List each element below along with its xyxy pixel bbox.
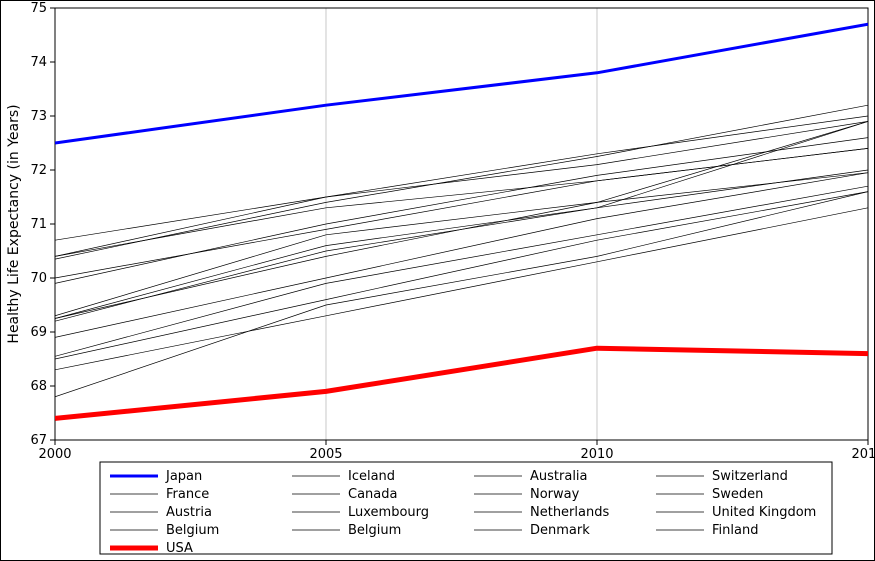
legend-label: Belgium xyxy=(348,523,401,538)
ytick-label: 68 xyxy=(30,379,47,394)
legend-label: Finland xyxy=(712,523,758,538)
ytick-label: 74 xyxy=(30,55,47,70)
legend-label: Sweden xyxy=(712,487,763,502)
legend-label: Norway xyxy=(530,487,580,502)
legend-label: Belgium xyxy=(166,523,219,538)
legend-label: Iceland xyxy=(348,469,395,484)
legend-label: France xyxy=(166,487,209,502)
xtick-label: 2000 xyxy=(38,447,71,462)
xtick-label: 2005 xyxy=(309,447,342,462)
ytick-label: 70 xyxy=(30,271,47,286)
xtick-label: 2010 xyxy=(580,447,613,462)
line-chart: 2000 2005 2010 2015 67 68 69 70 71 72 73 74 75 Health… xyxy=(0,0,875,561)
ytick-label: 71 xyxy=(30,217,47,232)
ytick-label: 75 xyxy=(30,1,47,16)
plot-area xyxy=(55,8,868,440)
legend-label: Japan xyxy=(165,469,202,484)
legend-label: Netherlands xyxy=(530,505,609,520)
ytick-label: 69 xyxy=(30,325,47,340)
legend-label: Denmark xyxy=(530,523,590,538)
xtick-label: 2015 xyxy=(851,447,875,462)
legend-label: Luxembourg xyxy=(348,505,429,520)
legend-label: Australia xyxy=(530,469,588,484)
ytick-label: 67 xyxy=(30,433,47,448)
ytick-label: 72 xyxy=(30,163,47,178)
legend-label: Canada xyxy=(348,487,397,502)
chart-container: 2000 2005 2010 2015 67 68 69 70 71 72 73 74 75 Health… xyxy=(0,0,875,561)
legend-label: United Kingdom xyxy=(712,505,816,520)
legend-label: USA xyxy=(166,541,193,556)
legend-label: Switzerland xyxy=(712,469,788,484)
y-axis-label: Healthy Life Expectancy (in Years) xyxy=(6,104,22,343)
ytick-label: 73 xyxy=(30,109,47,124)
legend-label: Austria xyxy=(166,505,212,520)
